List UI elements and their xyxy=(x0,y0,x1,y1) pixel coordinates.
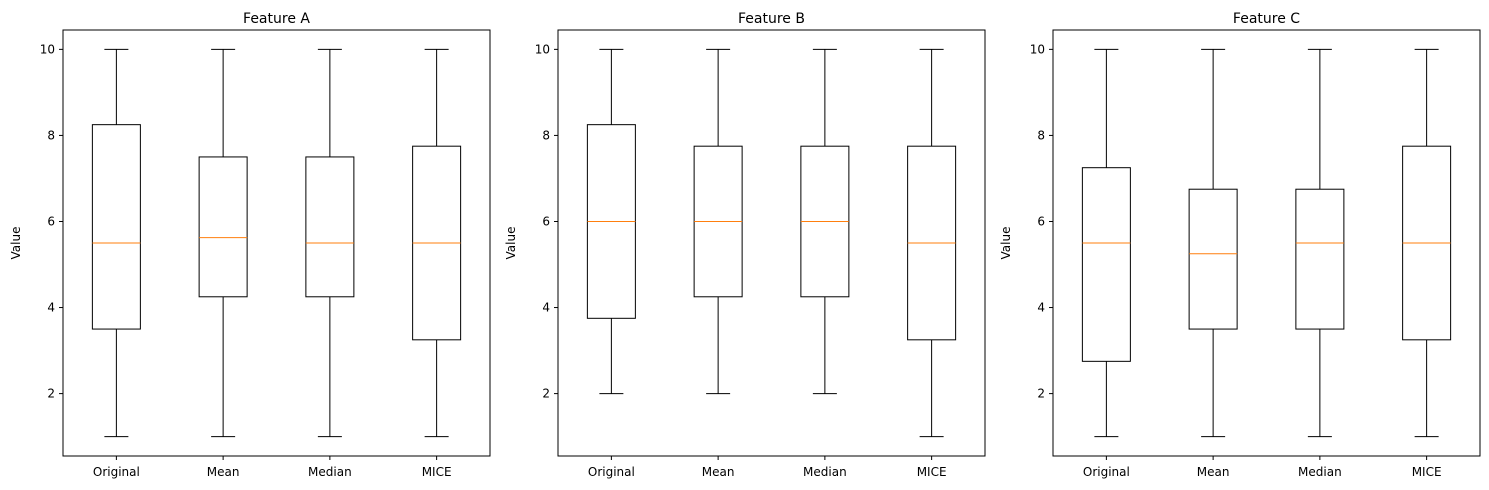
x-tick-label: MICE xyxy=(1412,465,1442,479)
x-tick-label: Original xyxy=(93,465,140,479)
x-tick-label: MICE xyxy=(917,465,947,479)
y-tick-label: 4 xyxy=(542,301,550,315)
panel-3: Feature C Value 2 4 6 8 10 Original Mean Median MI… xyxy=(999,11,1481,479)
y-tick-label: 6 xyxy=(1037,214,1045,228)
box-median xyxy=(1295,48,1345,438)
y-tick-label: 6 xyxy=(542,214,550,228)
panel-2: Feature B Value 2 4 6 8 10 Original Mean Median MI… xyxy=(504,11,986,479)
y-tick-label: 2 xyxy=(1037,387,1045,401)
box-median xyxy=(800,48,850,395)
box-mice xyxy=(907,48,957,438)
x-tick-label: MICE xyxy=(422,465,452,479)
y-axis-label: Value xyxy=(504,227,518,260)
plot-frame xyxy=(62,29,491,457)
box-mean xyxy=(1188,48,1238,438)
box-mean xyxy=(693,48,743,395)
y-tick-label: 4 xyxy=(47,301,55,315)
x-tick-label: Mean xyxy=(207,465,240,479)
box-original xyxy=(91,48,141,438)
panel-title: Feature A xyxy=(243,11,310,27)
box-median xyxy=(305,48,355,438)
y-tick-label: 8 xyxy=(1037,128,1045,142)
x-tick-label: Median xyxy=(308,465,352,479)
iqr-box xyxy=(1188,188,1238,330)
panel-title: Feature C xyxy=(1233,11,1300,27)
iqr-box xyxy=(91,124,141,330)
y-tick-label: 4 xyxy=(1037,301,1045,315)
box-mice xyxy=(1402,48,1452,438)
plot-frame xyxy=(1052,29,1481,457)
y-tick-label: 8 xyxy=(47,128,55,142)
y-axis-label: Value xyxy=(999,227,1013,260)
x-tick-label: Mean xyxy=(702,465,735,479)
iqr-box xyxy=(305,156,355,298)
box-mice xyxy=(412,48,462,438)
x-tick-label: Median xyxy=(1298,465,1342,479)
plot-frame xyxy=(557,29,986,457)
iqr-box xyxy=(198,156,248,298)
x-tick-label: Median xyxy=(803,465,847,479)
y-axis-label: Value xyxy=(9,227,23,260)
box-mean xyxy=(198,48,248,438)
y-tick-label: 10 xyxy=(40,42,55,56)
iqr-box xyxy=(1081,167,1131,362)
box-original xyxy=(1081,48,1131,438)
x-tick-label: Mean xyxy=(1197,465,1230,479)
y-tick-label: 10 xyxy=(1030,42,1045,56)
iqr-box xyxy=(1295,188,1345,330)
x-tick-label: Original xyxy=(588,465,635,479)
y-tick-label: 8 xyxy=(542,128,550,142)
box-original xyxy=(586,48,636,395)
y-tick-label: 2 xyxy=(47,387,55,401)
panel-1: Feature A Value 2 4 6 8 10 Original Mean Median MI… xyxy=(9,11,491,479)
y-tick-label: 6 xyxy=(47,214,55,228)
y-tick-label: 2 xyxy=(542,387,550,401)
x-tick-label: Original xyxy=(1083,465,1130,479)
y-tick-label: 10 xyxy=(535,42,550,56)
panel-title: Feature B xyxy=(738,11,805,27)
